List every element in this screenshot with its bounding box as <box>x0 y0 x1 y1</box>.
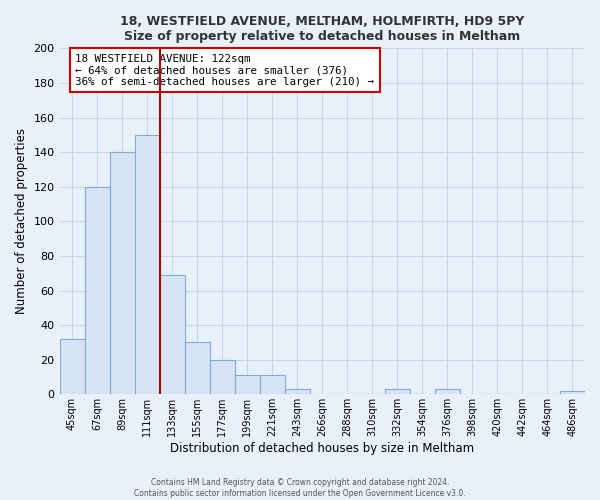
Bar <box>110 152 134 394</box>
Bar <box>209 360 235 394</box>
Bar <box>385 389 410 394</box>
Text: 18 WESTFIELD AVENUE: 122sqm
← 64% of detached houses are smaller (376)
36% of se: 18 WESTFIELD AVENUE: 122sqm ← 64% of det… <box>76 54 374 86</box>
Bar <box>160 275 185 394</box>
Bar <box>185 342 209 394</box>
Title: 18, WESTFIELD AVENUE, MELTHAM, HOLMFIRTH, HD9 5PY
Size of property relative to d: 18, WESTFIELD AVENUE, MELTHAM, HOLMFIRTH… <box>120 15 524 43</box>
X-axis label: Distribution of detached houses by size in Meltham: Distribution of detached houses by size … <box>170 442 475 455</box>
Bar <box>260 376 285 394</box>
Bar <box>285 389 310 394</box>
Text: Contains HM Land Registry data © Crown copyright and database right 2024.
Contai: Contains HM Land Registry data © Crown c… <box>134 478 466 498</box>
Bar <box>435 389 460 394</box>
Bar <box>235 376 260 394</box>
Bar <box>59 339 85 394</box>
Y-axis label: Number of detached properties: Number of detached properties <box>15 128 28 314</box>
Bar <box>85 186 110 394</box>
Bar <box>134 135 160 394</box>
Bar <box>560 391 585 394</box>
